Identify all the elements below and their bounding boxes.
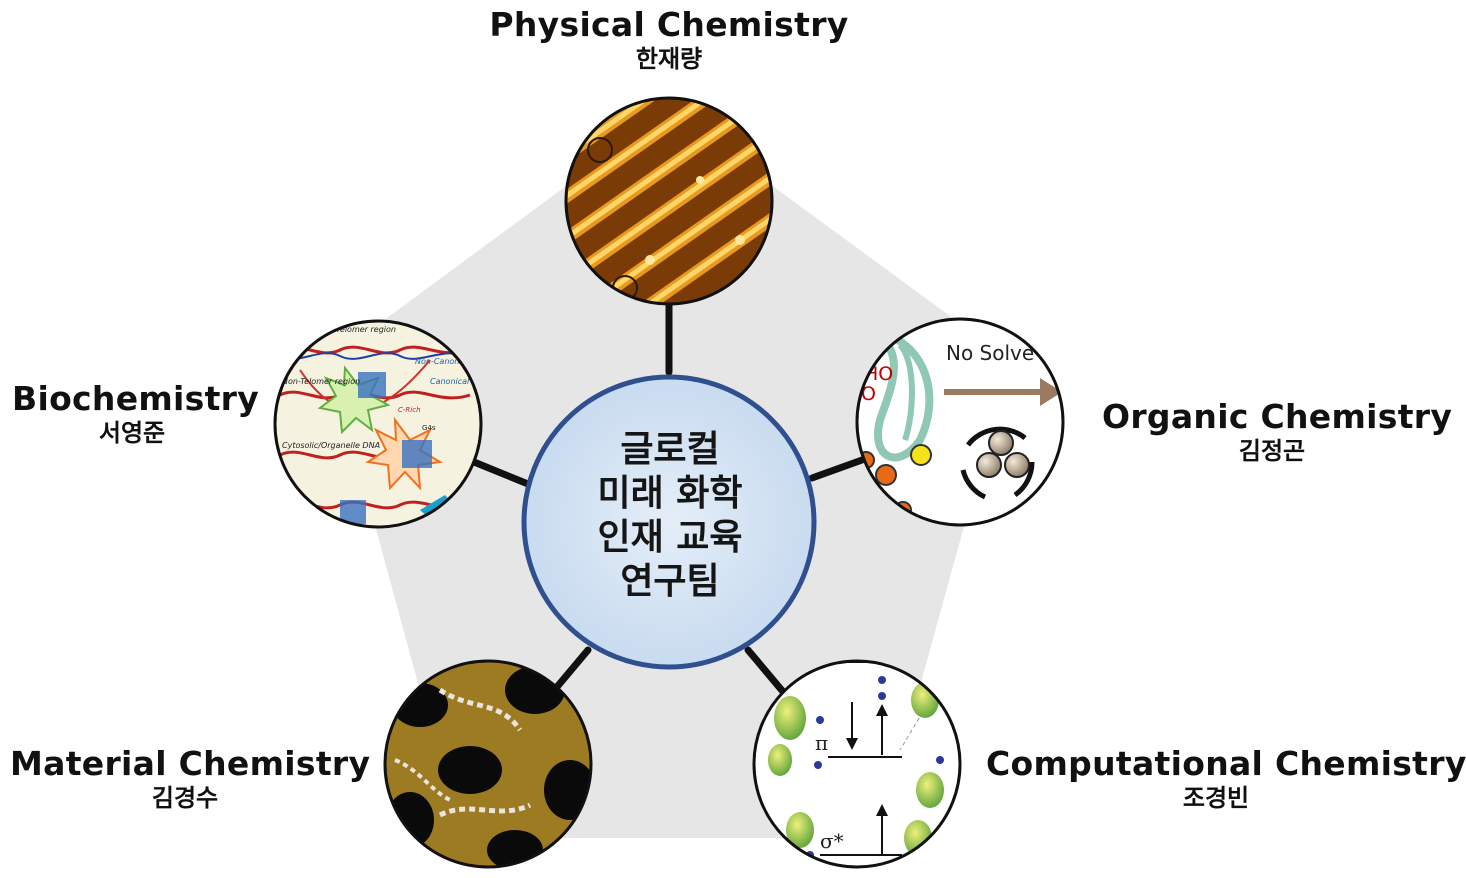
bio-label-noncanonical: Non-Canonical (415, 357, 474, 366)
computational-chemistry-title: Computational Chemistry (986, 744, 1466, 783)
center-circle (521, 374, 817, 670)
organic-chemistry-title: Organic Chemistry (1102, 397, 1453, 436)
computational-chemistry-person: 조경빈 (1182, 784, 1250, 812)
center-line-1: 글로컬 (620, 429, 720, 470)
label-biochemistry: Biochemistry 서영준 (12, 379, 260, 448)
biochemistry-image: Telomer region Non-Telomer region Non-Ca… (273, 319, 483, 529)
organic-note: No Solve (946, 341, 1034, 365)
material-chemistry-person: 김경수 (151, 784, 219, 812)
label-material-chemistry: Material Chemistry 김경수 (10, 744, 371, 813)
bio-label-nas: NAs (282, 491, 298, 500)
computational-chemistry-image: π σ* (752, 659, 962, 869)
label-computational-chemistry: Computational Chemistry 조경빈 (986, 744, 1466, 813)
center-line-3: 인재 교육 (597, 517, 743, 558)
label-organic-chemistry: Organic Chemistry 김정곤 (1102, 397, 1453, 466)
center-title: 글로컬 미래 화학 인재 교육 연구팀 (560, 428, 780, 604)
bio-label-g4s: G4s (422, 424, 436, 432)
bio-label-non-telomer: Non-Telomer region (282, 377, 360, 386)
organic-chemistry-image: No Solve HO O (855, 317, 1065, 527)
biochemistry-person: 서영준 (98, 419, 166, 447)
physical-chemistry-title: Physical Chemistry (489, 5, 849, 44)
bio-label-canonical: Canonical (430, 377, 470, 386)
biochemistry-title: Biochemistry (12, 379, 260, 418)
center-line-4: 연구팀 (620, 561, 720, 602)
bio-label-crich: C-Rich (398, 406, 421, 414)
organic-chemistry-person: 김정곤 (1238, 437, 1306, 465)
bio-label-cytosolic: Cytosolic/Organelle DNA (282, 441, 380, 450)
comp-sigma-label: σ* (820, 829, 844, 853)
physical-chemistry-image (564, 96, 774, 306)
bio-label-telomer: Telomer region (336, 325, 396, 334)
physical-chemistry-person: 한재량 (635, 45, 703, 73)
comp-pi-label: π (815, 731, 828, 755)
label-physical-chemistry: Physical Chemistry 한재량 (469, 6, 869, 74)
center-line-2: 미래 화학 (597, 473, 743, 514)
material-chemistry-title: Material Chemistry (10, 744, 371, 783)
organic-formula-2: O (861, 383, 876, 405)
